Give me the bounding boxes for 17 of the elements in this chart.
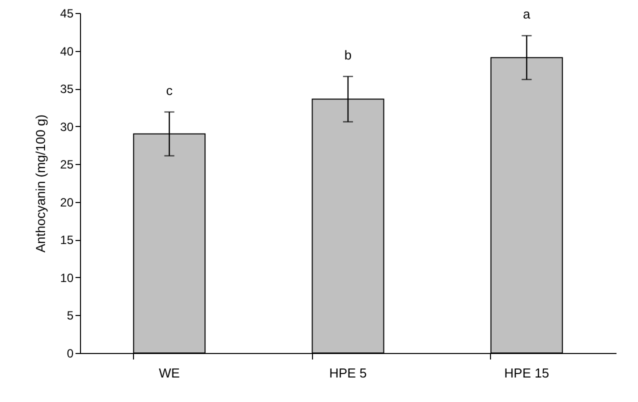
y-axis-title: Anthocyanin (mg/100 g) [33,114,48,253]
y-tick-label: 20 [60,195,74,210]
y-tick-label: 30 [60,120,74,134]
y-tick-label: 5 [66,308,74,323]
annotation: c [166,82,174,98]
annotation: a [523,6,532,22]
y-tick-label: 25 [60,158,74,172]
y-tick-label: 0 [66,346,74,360]
y-tick-label: 40 [60,44,74,58]
y-tick-label: 45 [60,6,74,20]
x-tick-label: WE [158,366,180,380]
y-tick-label: 15 [60,233,74,248]
x-tick-label: HPE 15 [504,366,550,380]
x-tick-label: HPE 5 [329,366,367,380]
y-tick-label: 35 [60,82,74,96]
y-tick-label: 10 [60,270,74,285]
annotation: b [344,47,352,62]
